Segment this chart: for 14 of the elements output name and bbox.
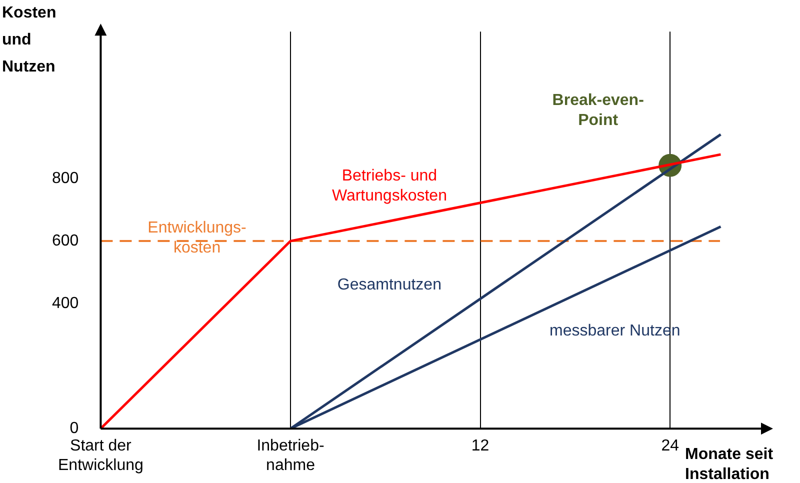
- y-axis-title: Kosten und Nutzen: [2, 4, 56, 76]
- y-tick-label: 400: [52, 294, 79, 312]
- y-tick-label: 600: [52, 232, 79, 250]
- x-tick-label: Inbetrieb- nahme: [256, 438, 324, 474]
- x-axis-title: Monate seit Installation: [685, 446, 774, 483]
- series-label: Gesamtnutzen: [337, 276, 442, 294]
- text: Break-even- Point: [552, 92, 644, 129]
- ref-line-label: Entwicklungs- kosten: [148, 219, 246, 256]
- x-tick-label: 24: [661, 438, 680, 455]
- series-label: Betriebs- und Wartungskosten: [332, 168, 447, 205]
- x-tick-label: 12: [471, 438, 490, 455]
- y-tick-label: 0: [70, 420, 79, 438]
- y-tick-label: 800: [52, 170, 79, 187]
- x-tick-label: Start der Entwicklung: [58, 438, 144, 474]
